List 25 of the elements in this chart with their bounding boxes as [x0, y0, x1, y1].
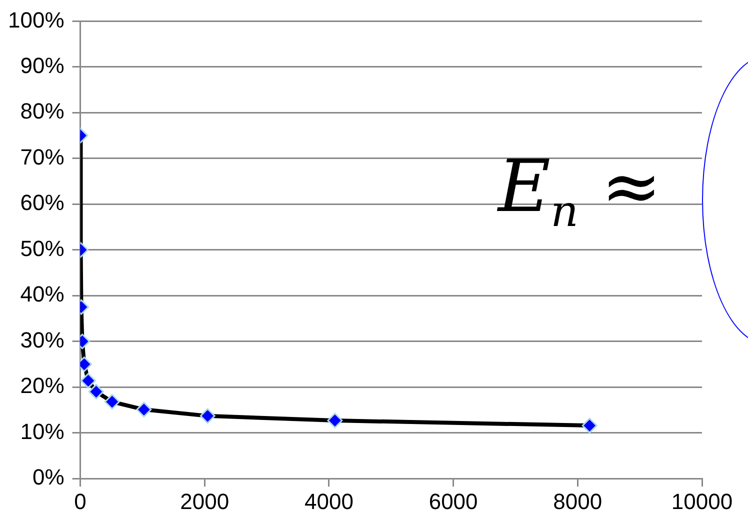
y-tick-label: 30% [20, 327, 64, 352]
y-tick-label: 100% [8, 7, 64, 32]
point [104, 394, 120, 410]
x-tick-label: 0 [74, 488, 86, 514]
y-tick-label: 20% [20, 373, 64, 398]
y-tick-label: 70% [20, 144, 64, 170]
point [80, 372, 96, 388]
annotation: E$_{n}$ ≈ [498, 144, 662, 238]
point [200, 408, 216, 424]
x-tick-label: 4000 [304, 488, 354, 514]
y-tick-label: 10% [20, 418, 64, 444]
point [582, 418, 598, 434]
y-tick-label: 80% [20, 98, 64, 124]
point [88, 384, 104, 400]
point [136, 402, 152, 418]
point [327, 412, 343, 428]
y-tick-label: 50% [20, 236, 64, 261]
x-tick-label: 8000 [553, 488, 602, 514]
y-tick-label: 0% [32, 464, 64, 490]
x-tick-label: 10000 [671, 488, 733, 514]
y-tick-label: 40% [20, 282, 64, 307]
y-tick-label: 60% [20, 190, 64, 216]
y-tick-label: 90% [20, 53, 64, 78]
x-tick-label: 2000 [180, 488, 230, 514]
x-tick-label: 6000 [428, 488, 478, 514]
